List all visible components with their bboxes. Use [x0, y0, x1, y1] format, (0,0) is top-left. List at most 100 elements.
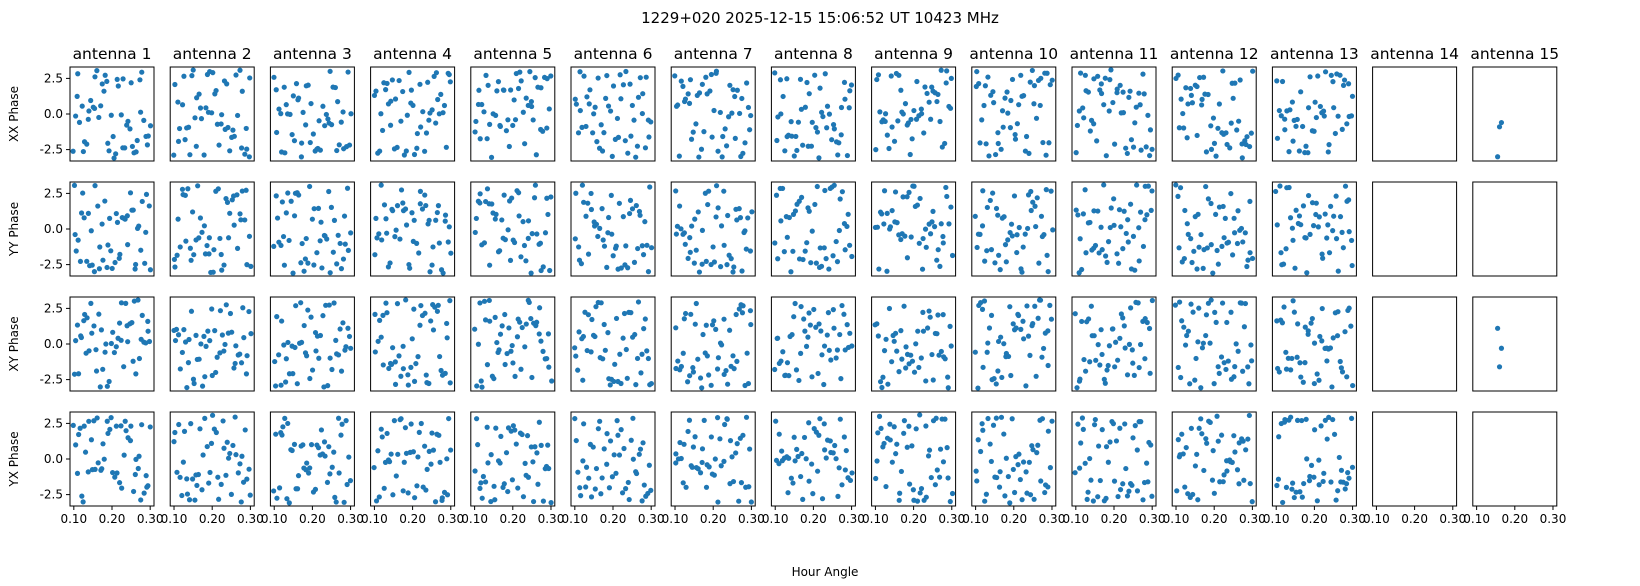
x-tick-label: 0.10 — [161, 512, 188, 526]
data-point — [488, 452, 494, 458]
data-point — [92, 74, 98, 80]
data-point — [877, 109, 883, 115]
data-point — [875, 333, 881, 339]
data-point — [180, 459, 186, 465]
data-point — [936, 352, 942, 358]
data-point — [721, 242, 727, 248]
data-point — [1307, 231, 1313, 237]
data-point — [703, 322, 709, 328]
data-point — [224, 81, 230, 87]
data-point — [1079, 415, 1086, 421]
data-point — [134, 137, 140, 144]
data-point — [114, 76, 120, 83]
data-point — [1110, 421, 1116, 427]
data-point — [1325, 149, 1331, 155]
data-point — [901, 418, 908, 424]
data-point — [1213, 319, 1219, 325]
data-point — [1314, 371, 1320, 377]
data-point — [502, 237, 508, 243]
data-point — [291, 441, 298, 447]
data-point — [1339, 369, 1346, 375]
data-point — [210, 269, 216, 275]
data-point — [84, 141, 90, 147]
data-point — [281, 262, 287, 268]
panel-frame — [1171, 181, 1257, 277]
data-point — [901, 430, 907, 436]
data-point — [1113, 339, 1119, 345]
data-point — [744, 350, 750, 356]
data-point — [1091, 121, 1097, 127]
data-point — [847, 242, 853, 248]
data-point — [635, 299, 642, 305]
data-point — [1112, 364, 1118, 370]
data-point — [711, 472, 717, 478]
data-point — [1149, 146, 1155, 152]
data-point — [486, 297, 492, 304]
data-point — [427, 269, 433, 275]
data-point — [117, 251, 123, 257]
data-point — [1042, 489, 1048, 496]
data-point — [1011, 193, 1018, 199]
data-point — [718, 463, 724, 469]
data-point — [690, 365, 696, 371]
data-point — [1134, 488, 1141, 494]
data-point — [492, 216, 498, 222]
x-tick-label: 0.10 — [862, 512, 889, 526]
data-point — [132, 266, 138, 272]
data-point — [683, 484, 689, 490]
data-point — [88, 228, 94, 234]
panel-frame — [169, 296, 255, 392]
data-point — [289, 447, 295, 454]
panel-frame — [1372, 66, 1458, 162]
x-tick-label: 0.30 — [137, 512, 164, 526]
data-point — [901, 303, 907, 309]
data-point — [338, 368, 345, 374]
data-point — [801, 316, 807, 322]
data-point — [891, 424, 897, 430]
data-point — [1019, 497, 1025, 503]
data-point — [1216, 101, 1222, 107]
data-point — [93, 347, 99, 353]
data-point — [88, 300, 94, 306]
data-point — [1110, 99, 1116, 106]
data-point — [690, 369, 697, 375]
x-tick-label: 0.30 — [738, 512, 765, 526]
panel-frame — [370, 181, 456, 277]
data-point — [307, 375, 313, 382]
data-point — [792, 300, 798, 307]
data-point — [823, 256, 829, 262]
data-point — [1015, 462, 1021, 468]
data-point — [1498, 345, 1505, 351]
data-point — [886, 145, 892, 152]
data-point — [580, 458, 586, 464]
data-point — [391, 418, 397, 424]
data-point — [748, 499, 754, 505]
data-point — [206, 480, 212, 486]
data-point — [529, 231, 535, 237]
data-point — [1106, 343, 1113, 349]
data-point — [1234, 127, 1240, 133]
data-point — [1198, 385, 1204, 391]
data-point — [246, 308, 252, 315]
data-point — [733, 311, 739, 318]
data-point — [125, 339, 131, 345]
data-point — [1075, 212, 1081, 218]
data-point — [807, 322, 813, 328]
data-point — [285, 339, 291, 346]
data-point — [781, 249, 787, 255]
data-point — [604, 264, 610, 270]
data-point — [75, 237, 81, 243]
data-point — [1035, 442, 1041, 448]
data-point — [1219, 432, 1225, 438]
data-point — [119, 485, 125, 491]
data-point — [1020, 318, 1026, 324]
data-point — [1120, 315, 1126, 321]
data-point — [1095, 342, 1101, 348]
data-point — [1244, 134, 1250, 140]
data-point — [991, 375, 997, 382]
data-point — [84, 315, 90, 321]
data-point — [721, 316, 727, 322]
data-point — [900, 194, 906, 200]
data-point — [104, 418, 110, 424]
data-point — [1048, 316, 1055, 322]
